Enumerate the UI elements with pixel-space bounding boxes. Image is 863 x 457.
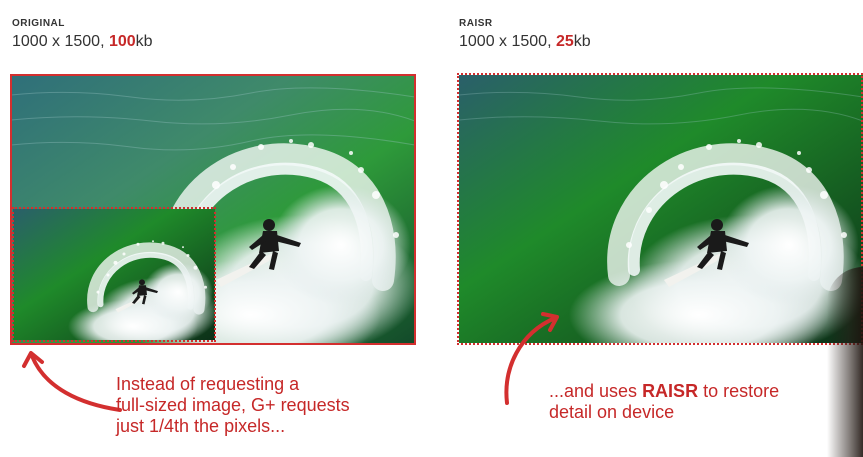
presenter-edge [827, 267, 863, 457]
right-caption: ...and uses RAISR to restore detail on d… [549, 381, 779, 423]
raisr-photo [459, 75, 863, 343]
raisr-dims: 1000 x 1500, [459, 33, 556, 50]
original-specs: 1000 x 1500, 100kb [12, 33, 153, 51]
right-caption-line1: ...and uses RAISR to restore [549, 381, 779, 402]
original-size-unit: kb [135, 33, 153, 50]
original-label: ORIGINAL [12, 18, 65, 29]
original-dims: 1000 x 1500, [12, 33, 109, 50]
downsampled-inset-photo [13, 209, 215, 340]
right-caption-line2: detail on device [549, 402, 675, 422]
raisr-size-unit: kb [573, 33, 591, 50]
curved-arrow-icon [22, 351, 122, 412]
right-caption-suffix: to restore [698, 381, 780, 401]
raisr-size-value: 25 [555, 33, 574, 50]
left-caption-line3: just 1/4th the pixels... [116, 416, 286, 436]
right-caption-prefix: ...and uses [549, 381, 643, 401]
left-caption-line2: full-sized image, G+ requests [116, 395, 350, 415]
original-size-value: 100 [108, 33, 136, 50]
left-caption-line1: Instead of requesting a [116, 374, 300, 394]
raisr-specs: 1000 x 1500, 25kb [459, 33, 591, 51]
left-caption: Instead of requesting a full-sized image… [116, 374, 350, 437]
curved-arrow-icon [504, 312, 559, 405]
right-caption-raisr: RAISR [642, 381, 699, 401]
raisr-label: RAISR [459, 18, 493, 29]
